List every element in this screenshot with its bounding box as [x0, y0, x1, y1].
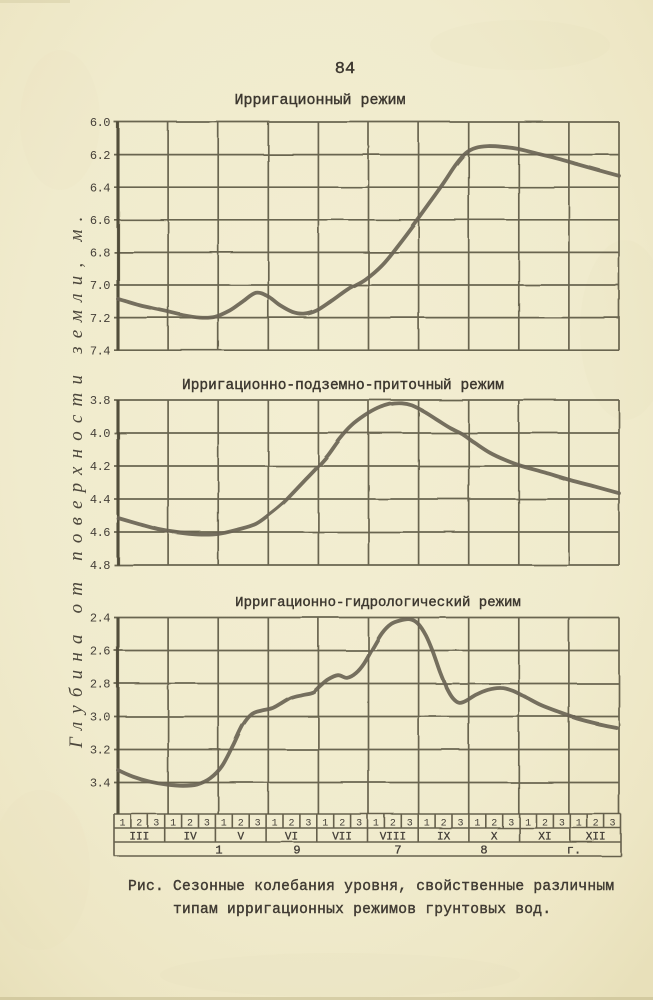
- svg-text:VII: VII: [332, 831, 352, 843]
- svg-text:2: 2: [288, 818, 294, 829]
- svg-text:9: 9: [293, 844, 300, 858]
- svg-text:3.0: 3.0: [90, 711, 110, 725]
- svg-text:3: 3: [305, 818, 311, 829]
- svg-text:2.6: 2.6: [90, 645, 110, 659]
- svg-text:3: 3: [407, 818, 413, 829]
- svg-text:3: 3: [356, 818, 362, 829]
- svg-text:1: 1: [474, 818, 480, 829]
- svg-text:X: X: [491, 831, 498, 843]
- svg-text:2: 2: [491, 818, 497, 829]
- svg-text:XII: XII: [586, 831, 606, 843]
- svg-text:IV: IV: [183, 831, 197, 843]
- svg-text:6.4: 6.4: [90, 181, 110, 195]
- svg-text:1: 1: [373, 818, 379, 829]
- svg-text:1: 1: [221, 818, 227, 829]
- svg-text:7: 7: [394, 844, 401, 858]
- svg-text:7.2: 7.2: [90, 312, 110, 326]
- svg-text:1: 1: [119, 818, 125, 829]
- svg-text:2: 2: [441, 818, 447, 829]
- svg-text:1: 1: [525, 818, 531, 829]
- svg-text:2: 2: [339, 818, 345, 829]
- svg-text:1: 1: [215, 844, 222, 858]
- svg-text:6.2: 6.2: [90, 149, 110, 163]
- svg-text:3: 3: [153, 818, 159, 829]
- svg-text:4.6: 4.6: [90, 526, 110, 540]
- svg-text:Глубина от поверхности земл: Глубина от поверхности земли, м.: [66, 208, 87, 749]
- svg-text:Рис. Сезонные колебания уровня: Рис. Сезонные колебания уровня, свойстве…: [128, 878, 614, 895]
- svg-text:1: 1: [272, 818, 278, 829]
- svg-text:2: 2: [187, 818, 193, 829]
- svg-text:2: 2: [390, 818, 396, 829]
- svg-text:7.4: 7.4: [90, 344, 110, 358]
- svg-text:8: 8: [480, 844, 487, 858]
- svg-text:типам ирригационных режимов гр: типам ирригационных режимов грунтовых во…: [173, 902, 551, 918]
- svg-text:3.8: 3.8: [90, 394, 110, 408]
- svg-text:III: III: [129, 831, 149, 843]
- svg-text:Ирригационный режим: Ирригационный режим: [234, 92, 405, 109]
- svg-text:VI: VI: [285, 831, 298, 843]
- svg-text:6.6: 6.6: [90, 214, 110, 228]
- svg-text:2: 2: [136, 818, 142, 829]
- svg-text:2: 2: [542, 818, 548, 829]
- svg-text:3: 3: [457, 818, 463, 829]
- svg-text:2.8: 2.8: [90, 678, 110, 692]
- svg-text:Ирригационно-подземно-приточны: Ирригационно-подземно-приточный режим: [182, 377, 504, 394]
- svg-text:2.4: 2.4: [90, 612, 110, 626]
- svg-text:1: 1: [424, 818, 430, 829]
- svg-text:3.2: 3.2: [90, 744, 110, 758]
- svg-text:1: 1: [322, 818, 328, 829]
- svg-text:6.8: 6.8: [90, 247, 110, 261]
- svg-text:4.4: 4.4: [90, 493, 110, 507]
- svg-text:4.0: 4.0: [90, 427, 110, 441]
- svg-text:3: 3: [559, 818, 565, 829]
- svg-text:7.0: 7.0: [90, 279, 110, 293]
- svg-text:3.4: 3.4: [90, 777, 110, 791]
- svg-text:VIII: VIII: [380, 831, 406, 843]
- svg-text:2: 2: [593, 818, 599, 829]
- svg-text:3: 3: [609, 818, 615, 829]
- svg-text:6.0: 6.0: [90, 116, 110, 130]
- svg-text:1: 1: [576, 818, 582, 829]
- svg-text:XI: XI: [538, 831, 551, 843]
- svg-text:2: 2: [238, 818, 244, 829]
- svg-text:4.2: 4.2: [90, 460, 110, 474]
- svg-text:4.8: 4.8: [90, 559, 110, 573]
- svg-text:V: V: [237, 831, 244, 843]
- svg-text:1: 1: [170, 818, 176, 829]
- svg-text:3: 3: [255, 818, 261, 829]
- svg-text:Ирригационно-гидрологический р: Ирригационно-гидрологический режим: [235, 594, 521, 611]
- svg-text:IX: IX: [437, 831, 451, 843]
- svg-text:3: 3: [508, 818, 514, 829]
- svg-text:г.: г.: [567, 844, 581, 858]
- svg-text:3: 3: [204, 818, 210, 829]
- svg-text:84: 84: [335, 60, 355, 79]
